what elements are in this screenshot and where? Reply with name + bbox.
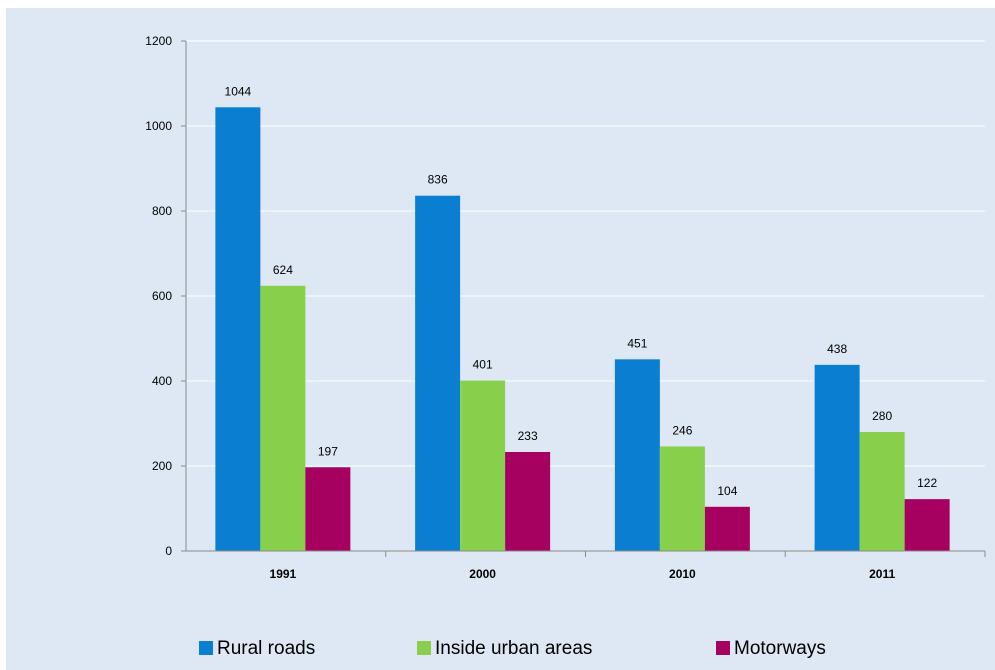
bar-2000-2: [505, 451, 551, 551]
chart-area: 0 200 400 600 800 1000 1200 1044 624 197 836 401 23…: [6, 8, 995, 670]
data-label: 122: [917, 476, 937, 490]
data-label: 624: [273, 263, 293, 277]
data-label: 197: [318, 444, 338, 458]
bar-chart: 0 200 400 600 800 1000 1200 1044 624 197 836 401 23…: [145, 34, 986, 659]
y-tick-label: 800: [152, 204, 172, 218]
legend-swatch-1: [417, 641, 431, 655]
data-label: 280: [872, 409, 892, 423]
gridlines: [186, 40, 985, 467]
y-tick-label: 1200: [145, 34, 172, 48]
bar-1991-2: [305, 467, 351, 551]
legend-label: Rural roads: [217, 638, 315, 659]
x-axis-categories: 1991 2000 2010 2011: [270, 567, 896, 581]
legend-swatch-2: [716, 641, 730, 655]
data-label: 246: [672, 423, 692, 437]
y-tick-label: 600: [152, 289, 172, 303]
y-tick-label: 1000: [145, 119, 172, 133]
bar-2010-1: [659, 446, 705, 551]
bar-2011-2: [904, 499, 950, 551]
data-label: 233: [518, 429, 538, 443]
bar-2010-0: [614, 359, 660, 551]
y-axis-ticks: 0 200 400 600 800 1000 1200: [145, 34, 172, 558]
data-label: 401: [473, 358, 493, 372]
x-category-label: 2000: [469, 567, 496, 581]
data-label: 438: [827, 342, 847, 356]
bar-2000-0: [415, 195, 461, 551]
x-category-label: 1991: [270, 567, 297, 581]
x-category-label: 2010: [669, 567, 696, 581]
data-labels: 1044 624 197 836 401 233 451 246 104 438 280 122: [225, 84, 938, 498]
y-tick-label: 0: [165, 544, 172, 558]
bar-2010-2: [704, 506, 750, 551]
bar-1991-0: [215, 107, 261, 552]
data-label: 836: [428, 173, 448, 187]
bar-2011-1: [859, 432, 905, 551]
y-tick-label: 400: [152, 374, 172, 388]
legend: Rural roads Inside urban areas Motorways: [199, 638, 826, 659]
bars: [215, 107, 950, 552]
x-category-label: 2011: [869, 567, 895, 581]
bar-2000-1: [460, 380, 506, 551]
y-tick-label: 200: [152, 459, 172, 473]
data-label: 1044: [225, 84, 252, 98]
data-label: 451: [627, 336, 647, 350]
legend-label: Inside urban areas: [435, 638, 592, 659]
legend-swatch-0: [199, 641, 213, 655]
legend-label: Motorways: [734, 638, 826, 659]
bar-2011-0: [814, 364, 860, 551]
data-label: 104: [717, 484, 737, 498]
axes: [181, 40, 986, 557]
bar-1991-1: [260, 285, 306, 551]
